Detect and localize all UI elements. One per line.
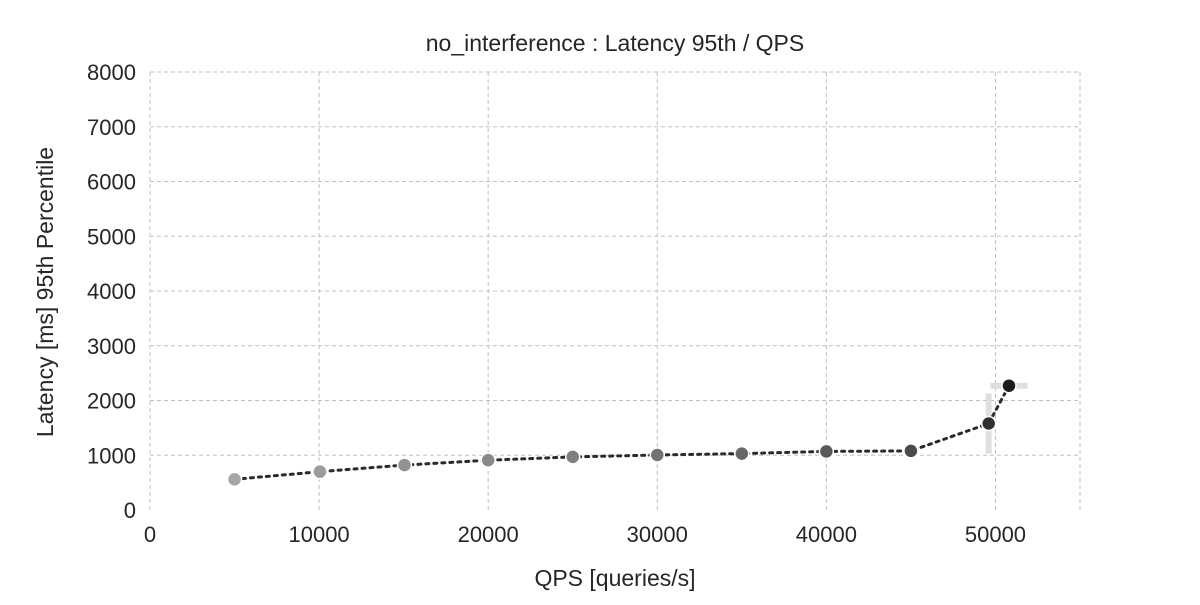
data-point xyxy=(396,457,413,473)
data-point xyxy=(903,443,919,459)
x-tick-label: 50000 xyxy=(965,522,1026,547)
y-tick-label: 4000 xyxy=(87,279,136,304)
data-point xyxy=(734,445,750,462)
data-point xyxy=(1001,377,1017,394)
data-point xyxy=(226,471,243,488)
series xyxy=(226,377,1028,488)
x-tick-label: 10000 xyxy=(288,522,349,547)
data-point xyxy=(818,443,835,460)
grid xyxy=(149,71,1081,510)
y-axis-ticks: 0 1000 2000 3000 4000 5000 6000 7000 8000 xyxy=(87,60,136,523)
chart-title: no_interference : Latency 95th / QPS xyxy=(426,30,804,56)
data-point xyxy=(980,415,997,432)
data-point xyxy=(564,449,581,465)
y-tick-label: 0 xyxy=(124,498,136,523)
y-tick-label: 1000 xyxy=(87,443,136,468)
y-tick-label: 6000 xyxy=(87,170,136,195)
y-tick-label: 8000 xyxy=(87,60,136,85)
y-axis-label: Latency [ms] 95th Percentile xyxy=(32,147,58,437)
data-point xyxy=(480,452,496,468)
data-point xyxy=(649,447,666,463)
x-axis-ticks: 0 10000 20000 30000 40000 50000 xyxy=(144,522,1026,547)
y-tick-label: 2000 xyxy=(87,389,136,414)
x-tick-label: 0 xyxy=(144,522,156,547)
x-tick-label: 30000 xyxy=(627,522,688,547)
x-tick-label: 40000 xyxy=(796,522,857,547)
x-axis-label: QPS [queries/s] xyxy=(534,565,695,591)
y-tick-label: 7000 xyxy=(87,115,136,140)
series-line xyxy=(233,384,1011,481)
x-tick-label: 20000 xyxy=(458,522,519,547)
y-tick-label: 5000 xyxy=(87,224,136,249)
y-tick-label: 3000 xyxy=(87,334,136,359)
data-point xyxy=(312,463,328,480)
